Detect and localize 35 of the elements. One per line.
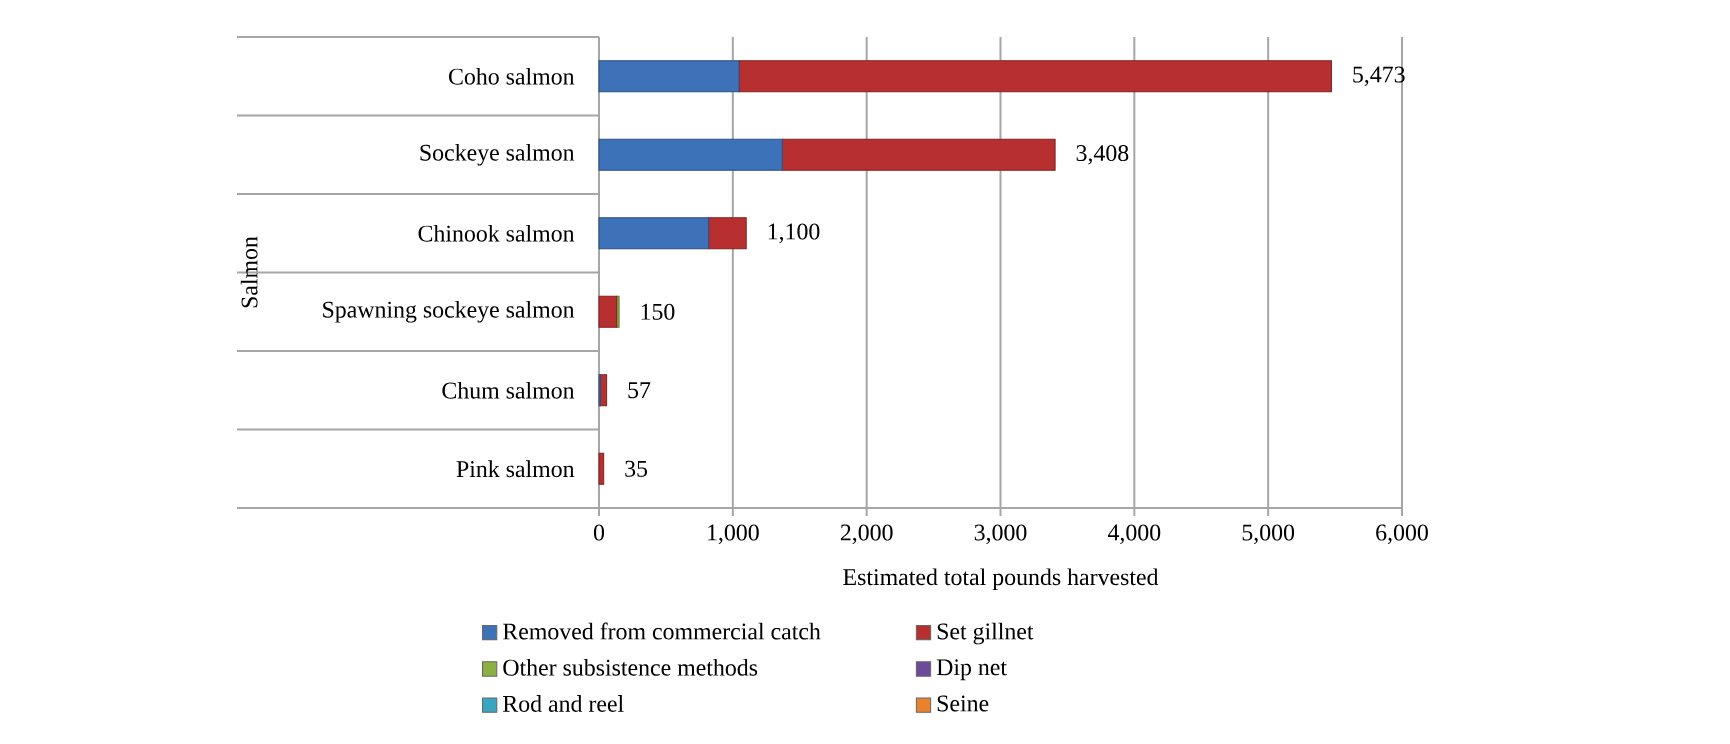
x-tick-label: 1,000 xyxy=(708,524,759,544)
y-tick-label: Spawning sockeye salmon xyxy=(323,300,575,323)
y-tick-label: Chinook salmon xyxy=(418,224,575,242)
total-label: 5,473 xyxy=(1353,66,1405,86)
bar xyxy=(598,138,783,171)
legend-label: Seine xyxy=(937,695,989,712)
legend-label: Set gillnet xyxy=(937,622,1034,645)
bar xyxy=(598,217,710,250)
x-tick-label: 5,000 xyxy=(1242,524,1295,544)
x-tick-label: 6,000 xyxy=(1376,524,1428,544)
x-axis-title: Estimated total pounds harvested xyxy=(843,568,1159,591)
bar xyxy=(781,138,1056,171)
y-tick-label: Coho salmon xyxy=(449,67,575,85)
legend-label: Dip net xyxy=(936,659,1007,681)
legend-label: Rod and reel xyxy=(503,695,624,712)
y-tick-label: Pink salmon xyxy=(456,460,575,478)
x-tick-label: 4,000 xyxy=(1107,524,1161,544)
total-label: 1,100 xyxy=(768,223,820,244)
bar xyxy=(598,60,740,93)
total-label: 35 xyxy=(625,460,648,477)
x-tick-label: 0 xyxy=(593,524,605,541)
y-tick-label: Chum salmon xyxy=(442,381,575,399)
total-label: 57 xyxy=(628,382,651,399)
legend-label: Other subsistence methods xyxy=(503,658,758,676)
x-tick-label: 2,000 xyxy=(840,524,893,544)
total-label: 150 xyxy=(641,303,675,320)
bar xyxy=(738,60,1332,93)
y-axis-title: Salmon xyxy=(240,236,258,308)
total-label: 3,408 xyxy=(1076,145,1129,165)
bar xyxy=(598,452,605,485)
bar xyxy=(598,295,618,328)
bar xyxy=(708,217,747,250)
x-tick-label: 3,000 xyxy=(974,524,1027,544)
y-tick-label: Sockeye salmon xyxy=(420,143,575,166)
legend-label: Removed from commercial catch xyxy=(503,622,821,640)
